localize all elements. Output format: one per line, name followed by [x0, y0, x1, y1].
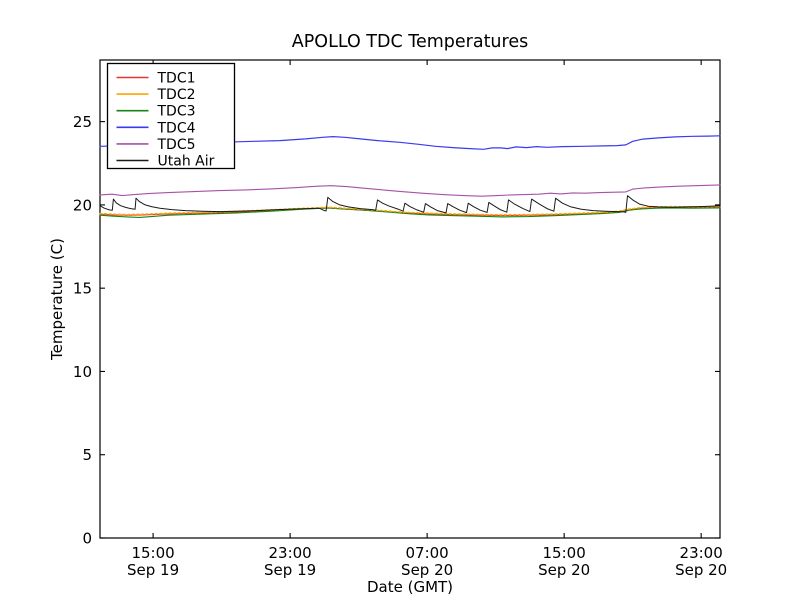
y-axis-label: Temperature (C)	[48, 238, 66, 361]
series-line-tdc4	[99, 135, 721, 150]
series-lines	[99, 135, 721, 218]
y-tick-label: 15	[73, 280, 92, 298]
x-tick-time-label: 23:00	[680, 544, 723, 562]
legend-label-tdc2: TDC2	[157, 87, 196, 103]
x-tick-time-label: 15:00	[543, 544, 586, 562]
legend-label-tdc1: TDC1	[157, 71, 196, 87]
y-tick-label: 10	[73, 363, 92, 381]
x-tick-date-label: Sep 20	[401, 561, 453, 579]
y-tick-label: 20	[73, 196, 92, 214]
x-tick-date-label: Sep 19	[127, 561, 179, 579]
legend-label-tdc3: TDC3	[157, 104, 196, 120]
y-axis-ticks: 0 5 10 15 20 25	[73, 113, 720, 548]
plot-frame	[99, 59, 721, 539]
legend-label-tdc4: TDC4	[157, 120, 196, 136]
series-line-tdc3	[99, 207, 721, 218]
y-tick-label: 5	[82, 446, 92, 464]
legend-label-tdc5: TDC5	[157, 137, 196, 153]
x-tick-date-label: Sep 19	[264, 561, 316, 579]
series-line-tdc2	[99, 205, 721, 216]
x-tick-time-label: 15:00	[131, 544, 174, 562]
legend-box	[106, 62, 236, 170]
chart-title: APOLLO TDC Temperatures	[292, 32, 528, 52]
series-line-tdc5	[99, 184, 721, 197]
x-tick-time-label: 23:00	[268, 544, 311, 562]
x-tick-time-label: 07:00	[406, 544, 449, 562]
x-tick-date-label: Sep 20	[675, 561, 727, 579]
x-axis-label: Date (GMT)	[367, 578, 453, 596]
y-tick-label: 25	[73, 113, 92, 131]
y-tick-label: 0	[82, 530, 92, 548]
series-line-utah-air	[99, 195, 721, 214]
legend-label-utah-air: Utah Air	[158, 154, 215, 170]
x-tick-date-label: Sep 20	[538, 561, 590, 579]
